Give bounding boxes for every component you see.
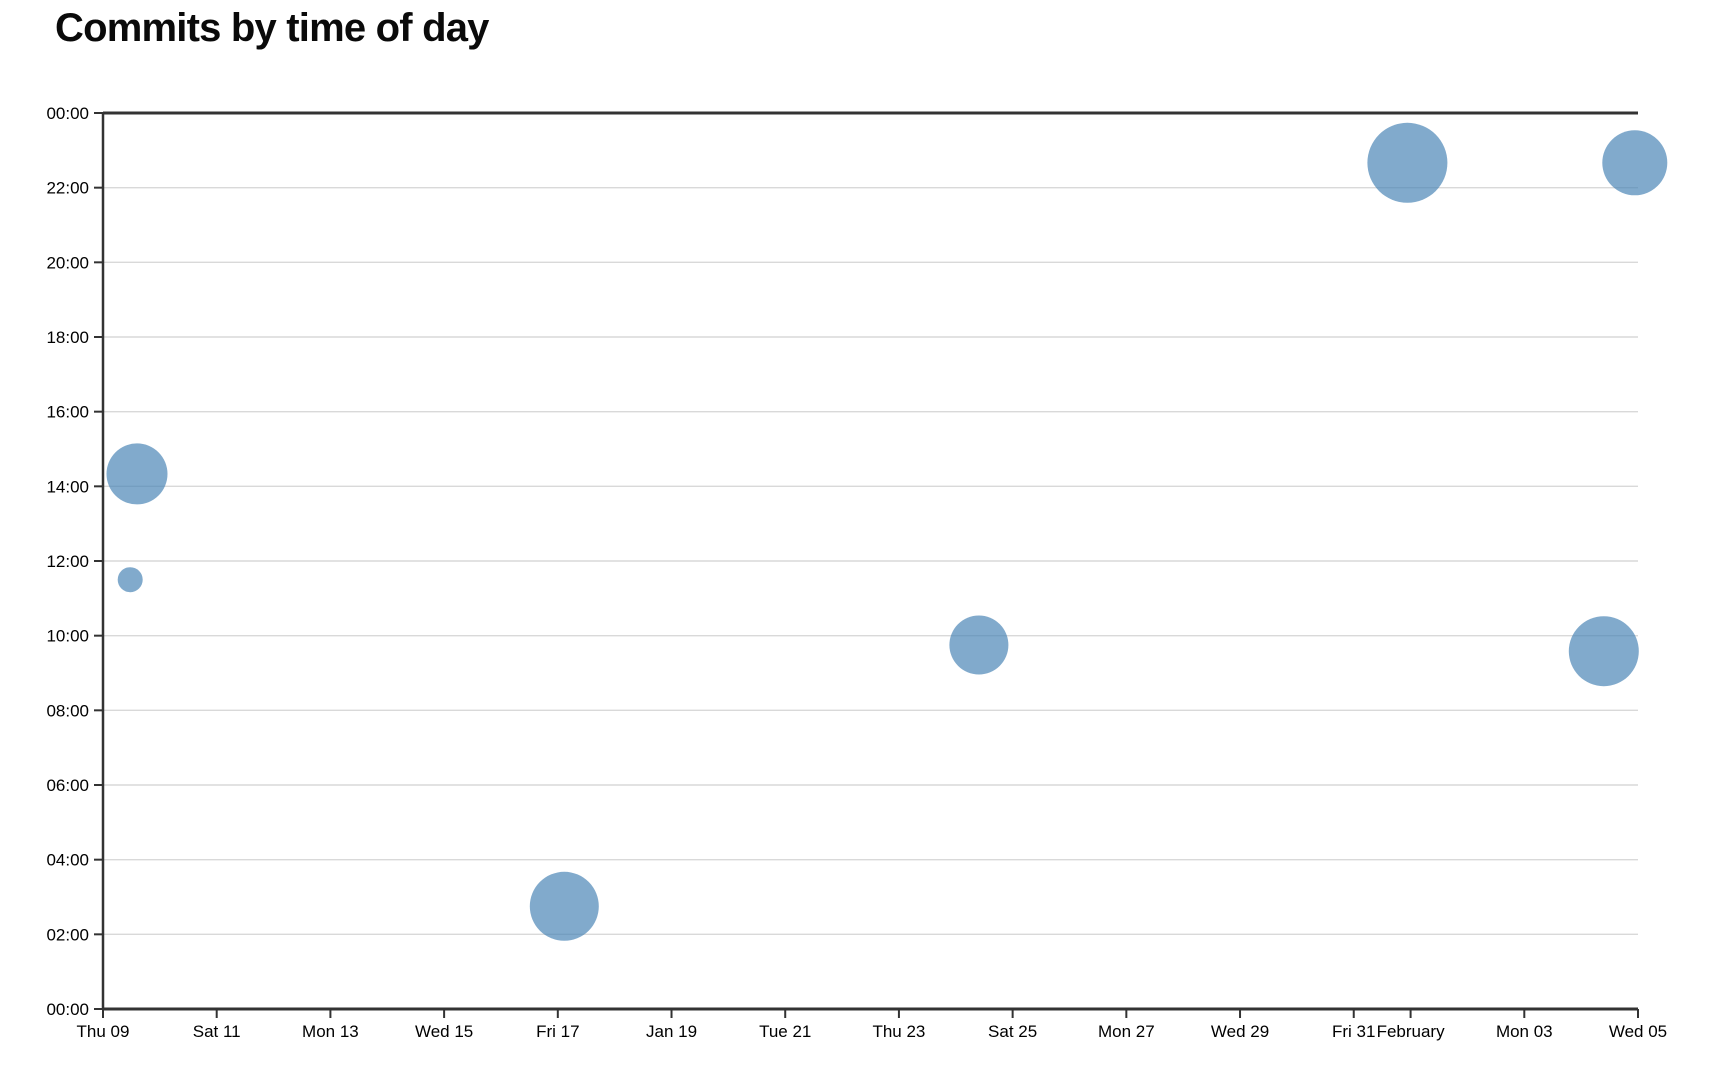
x-tick-label: Thu 23	[872, 1022, 925, 1041]
y-tick-label: 02:00	[46, 925, 89, 944]
y-tick-label: 06:00	[46, 776, 89, 795]
x-tick-label: Tue 21	[759, 1022, 811, 1041]
y-tick-label: 16:00	[46, 403, 89, 422]
x-tick-label: Jan 19	[646, 1022, 697, 1041]
y-tick-label: 04:00	[46, 851, 89, 870]
x-tick-label: Sat 25	[988, 1022, 1037, 1041]
commit-bubble[interactable]	[1367, 122, 1448, 203]
y-tick-label: 20:00	[46, 253, 89, 272]
x-tick-label: Fri 17	[536, 1022, 579, 1041]
y-tick-label: 18:00	[46, 328, 89, 347]
y-tick-label: 00:00	[46, 104, 89, 123]
commit-bubble[interactable]	[1602, 130, 1668, 196]
x-tick-label: Fri 31	[1332, 1022, 1375, 1041]
commit-bubble[interactable]	[106, 443, 168, 505]
x-tick-label: Mon 27	[1098, 1022, 1155, 1041]
y-tick-label: 08:00	[46, 701, 89, 720]
y-tick-label: 10:00	[46, 627, 89, 646]
x-tick-label: February	[1377, 1022, 1446, 1041]
y-tick-label: 22:00	[46, 179, 89, 198]
commit-bubble[interactable]	[1568, 616, 1639, 687]
y-tick-label: 00:00	[46, 1000, 89, 1019]
commit-bubble[interactable]	[529, 871, 599, 941]
x-tick-label: Sat 11	[193, 1022, 241, 1041]
chart-title: Commits by time of day	[55, 6, 489, 50]
commit-bubble[interactable]	[949, 615, 1009, 675]
x-tick-label: Wed 29	[1211, 1022, 1269, 1041]
x-tick-label: Wed 05	[1609, 1022, 1667, 1041]
y-tick-label: 12:00	[46, 552, 89, 571]
x-tick-label: Wed 15	[415, 1022, 473, 1041]
x-tick-label: Thu 09	[77, 1022, 130, 1041]
x-tick-label: Mon 03	[1496, 1022, 1553, 1041]
commit-bubble[interactable]	[117, 567, 143, 593]
y-tick-label: 14:00	[46, 477, 89, 496]
x-tick-label: Mon 13	[302, 1022, 359, 1041]
